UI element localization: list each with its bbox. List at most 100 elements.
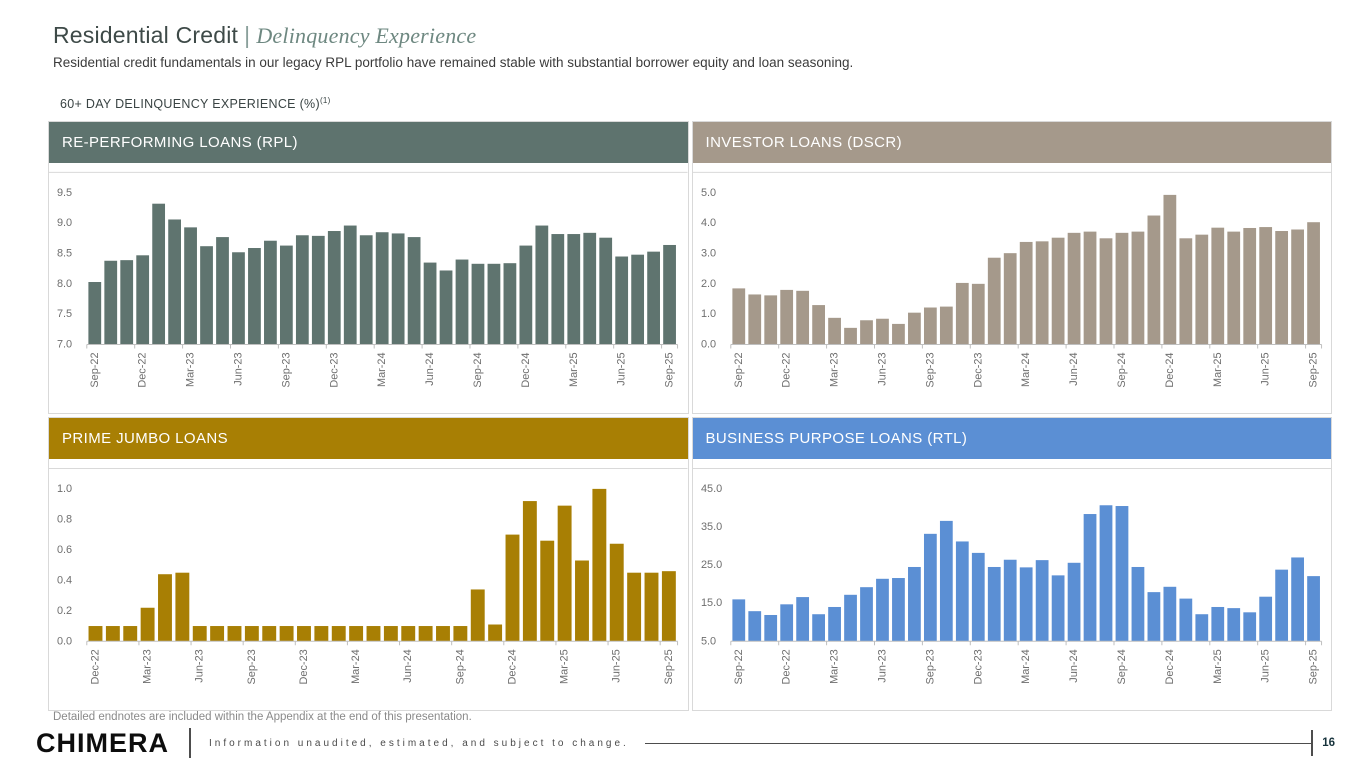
- slide-header: Residential Credit | Delinquency Experienc…: [53, 22, 1333, 70]
- svg-text:Dec-23: Dec-23: [328, 352, 340, 387]
- svg-text:0.6: 0.6: [57, 544, 72, 556]
- svg-text:Sep-23: Sep-23: [280, 352, 292, 387]
- panel-rpl: RE-PERFORMING LOANS (RPL) 9.5 9.0 8.5 8.0 7.…: [48, 121, 689, 414]
- svg-text:Jun-23: Jun-23: [876, 649, 888, 682]
- svg-text:Dec-22: Dec-22: [780, 649, 792, 684]
- svg-text:Sep-23: Sep-23: [924, 649, 936, 684]
- logo-divider: [189, 728, 191, 758]
- section-title: 60+ DAY DELINQUENCY EXPERIENCE (%)(1): [60, 96, 331, 111]
- svg-text:0.0: 0.0: [700, 339, 715, 351]
- svg-text:Sep-25: Sep-25: [664, 352, 676, 387]
- svg-text:Sep-22: Sep-22: [732, 352, 744, 387]
- svg-text:Mar-24: Mar-24: [376, 352, 388, 387]
- svg-text:1.0: 1.0: [57, 483, 72, 495]
- section-label: 60+ DAY DELINQUENCY EXPERIENCE (%): [60, 97, 320, 112]
- svg-text:Jun-24: Jun-24: [402, 649, 414, 682]
- page-number: 16: [1322, 737, 1335, 749]
- rpl-chart: 9.5 9.0 8.5 8.0 7.5 7.0 Sep-22 Dec-22 Mar-23 Jun-…: [49, 163, 688, 413]
- svg-text:Sep-22: Sep-22: [89, 352, 101, 387]
- svg-text:Sep-24: Sep-24: [472, 352, 484, 387]
- svg-text:35.0: 35.0: [700, 521, 721, 533]
- svg-text:Dec-23: Dec-23: [972, 352, 984, 387]
- svg-text:Dec-24: Dec-24: [520, 352, 532, 387]
- svg-text:0.4: 0.4: [57, 574, 72, 586]
- svg-text:Mar-24: Mar-24: [350, 649, 362, 684]
- svg-text:7.0: 7.0: [57, 339, 72, 351]
- svg-text:Dec-24: Dec-24: [1163, 352, 1175, 387]
- title-separator: |: [244, 22, 251, 48]
- svg-text:1.0: 1.0: [700, 308, 715, 320]
- svg-text:Sep-22: Sep-22: [732, 649, 744, 684]
- svg-text:Dec-23: Dec-23: [298, 649, 310, 684]
- chimera-logo: CHIMERA: [36, 727, 169, 758]
- svg-text:0.0: 0.0: [57, 635, 72, 647]
- svg-text:Sep-23: Sep-23: [246, 649, 258, 684]
- page-title: Residential Credit | Delinquency Experienc…: [53, 22, 1333, 49]
- svg-text:5.0: 5.0: [700, 635, 715, 647]
- svg-text:Jun-24: Jun-24: [424, 352, 436, 385]
- endnote-text: Detailed endnotes are included within th…: [53, 711, 472, 723]
- svg-text:Jun-23: Jun-23: [232, 352, 244, 385]
- panel-header-rpl: RE-PERFORMING LOANS (RPL): [49, 122, 688, 163]
- svg-text:Mar-25: Mar-25: [568, 352, 580, 387]
- svg-text:8.5: 8.5: [57, 247, 72, 259]
- svg-text:Sep-25: Sep-25: [663, 649, 675, 684]
- svg-text:9.0: 9.0: [57, 217, 72, 229]
- svg-text:4.0: 4.0: [700, 217, 715, 229]
- subtitle: Residential credit fundamentals in our l…: [53, 55, 854, 70]
- panel-header-dscr: INVESTOR LOANS (DSCR): [692, 122, 1331, 163]
- svg-text:Mar-23: Mar-23: [185, 352, 197, 387]
- svg-text:Sep-25: Sep-25: [1307, 352, 1319, 387]
- section-footnote-marker: (1): [319, 96, 331, 105]
- panel-rtl: BUSINESS PURPOSE LOANS (RTL) 45.0 35.0 25.…: [691, 417, 1332, 711]
- svg-text:Mar-25: Mar-25: [1211, 352, 1223, 387]
- svg-text:Sep-24: Sep-24: [454, 649, 466, 684]
- svg-text:Sep-25: Sep-25: [1307, 649, 1319, 684]
- svg-text:Dec-24: Dec-24: [1163, 649, 1175, 684]
- svg-text:Sep-24: Sep-24: [1115, 649, 1127, 684]
- svg-text:Mar-23: Mar-23: [828, 352, 840, 387]
- title-main: Residential Credit: [53, 22, 239, 48]
- panel-dscr: INVESTOR LOANS (DSCR) 5.0 4.0 3.0 2.0 1.0 0.0…: [691, 121, 1332, 414]
- title-accent: Delinquency Experience: [256, 23, 477, 48]
- svg-text:Jun-24: Jun-24: [1068, 352, 1080, 385]
- footer-rule-end-tick: [1311, 730, 1314, 756]
- svg-text:9.5: 9.5: [57, 187, 72, 199]
- svg-text:3.0: 3.0: [700, 247, 715, 259]
- svg-text:Sep-23: Sep-23: [924, 352, 936, 387]
- panel-header-rtl: BUSINESS PURPOSE LOANS (RTL): [692, 418, 1331, 459]
- svg-text:7.5: 7.5: [57, 308, 72, 320]
- footer-rule: [644, 742, 1312, 744]
- svg-text:Jun-23: Jun-23: [876, 352, 888, 385]
- svg-text:Jun-25: Jun-25: [611, 649, 623, 682]
- svg-text:8.0: 8.0: [57, 278, 72, 290]
- panel-header-prime-jumbo: PRIME JUMBO LOANS: [49, 418, 688, 459]
- svg-text:15.0: 15.0: [700, 597, 721, 609]
- svg-text:Mar-25: Mar-25: [1211, 649, 1223, 684]
- svg-text:0.2: 0.2: [57, 605, 72, 617]
- svg-text:5.0: 5.0: [700, 187, 715, 199]
- svg-text:Dec-22: Dec-22: [137, 352, 149, 387]
- svg-text:0.8: 0.8: [57, 513, 72, 525]
- disclaimer-text: Information unaudited, estimated, and su…: [209, 737, 629, 749]
- svg-text:Dec-22: Dec-22: [780, 352, 792, 387]
- svg-text:45.0: 45.0: [700, 483, 721, 495]
- svg-text:Mar-24: Mar-24: [1020, 649, 1032, 684]
- panel-prime-jumbo: PRIME JUMBO LOANS 1.0 0.8 0.6 0.4 0.2 0.0 Dec-…: [48, 417, 689, 711]
- svg-text:25.0: 25.0: [700, 559, 721, 571]
- svg-text:Mar-25: Mar-25: [559, 649, 571, 684]
- rtl-chart: 45.0 35.0 25.0 15.0 5.0 Sep-22 Dec-22 Mar-23 Jun…: [692, 459, 1331, 710]
- svg-text:Mar-24: Mar-24: [1020, 352, 1032, 387]
- svg-text:Mar-23: Mar-23: [828, 649, 840, 684]
- chart-grid: RE-PERFORMING LOANS (RPL) 9.5 9.0 8.5 8.0 7.…: [48, 121, 1332, 711]
- svg-text:Jun-25: Jun-25: [1259, 649, 1271, 682]
- svg-text:Jun-25: Jun-25: [1259, 352, 1271, 385]
- svg-text:2.0: 2.0: [700, 278, 715, 290]
- svg-text:Dec-23: Dec-23: [972, 649, 984, 684]
- svg-text:Dec-22: Dec-22: [89, 649, 101, 684]
- svg-text:Jun-23: Jun-23: [194, 649, 206, 682]
- svg-text:Jun-24: Jun-24: [1068, 649, 1080, 682]
- prime-jumbo-chart: 1.0 0.8 0.6 0.4 0.2 0.0 Dec-22 Mar-23 Jun-23 Sep-…: [49, 459, 688, 710]
- svg-text:Sep-24: Sep-24: [1115, 352, 1127, 387]
